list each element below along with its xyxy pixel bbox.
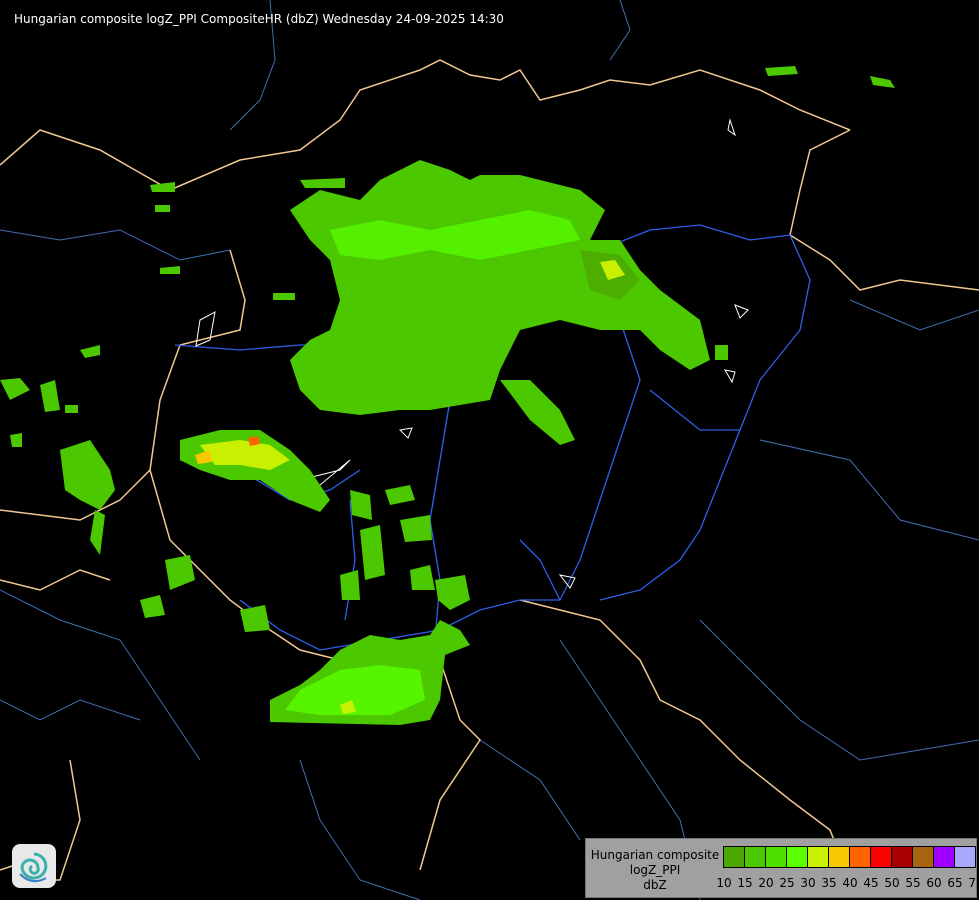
legend-tick: 25	[779, 876, 795, 890]
legend-tick: 20	[758, 876, 774, 890]
legend-title: Hungarian composite	[590, 848, 720, 862]
legend-tick: 30	[800, 876, 816, 890]
legend-swatch	[871, 847, 892, 867]
legend-tick: 45	[863, 876, 879, 890]
legend-tick: 35	[821, 876, 837, 890]
legend-swatch	[913, 847, 934, 867]
color-legend: Hungarian composite logZ_PPI dbZ 10 15 20 2…	[585, 838, 979, 898]
legend-swatch	[808, 847, 829, 867]
legend-tick: 40	[842, 876, 858, 890]
radar-echoes	[0, 66, 895, 725]
legend-tick: 50	[884, 876, 900, 890]
legend-swatch	[766, 847, 787, 867]
legend-product: logZ_PPI	[629, 863, 681, 877]
legend-unit: dbZ	[643, 878, 667, 892]
legend-swatch	[892, 847, 913, 867]
legend-tick: 55	[905, 876, 921, 890]
legend-swatch	[787, 847, 808, 867]
legend-tick: 70	[968, 876, 979, 890]
legend-tick: 60	[926, 876, 942, 890]
legend-swatch	[955, 847, 975, 867]
legend-swatch	[850, 847, 871, 867]
legend-tick: 15	[737, 876, 753, 890]
map-title: Hungarian composite logZ_PPI CompositeHR…	[14, 12, 504, 26]
country-borders	[0, 59, 979, 881]
legend-swatch	[934, 847, 955, 867]
legend-swatch	[724, 847, 745, 867]
color-scale	[723, 846, 976, 868]
legend-swatch	[745, 847, 766, 867]
legend-tick: 65	[947, 876, 963, 890]
legend-swatch	[829, 847, 850, 867]
legend-tick: 10	[716, 876, 732, 890]
swirl-logo-icon	[12, 844, 56, 888]
